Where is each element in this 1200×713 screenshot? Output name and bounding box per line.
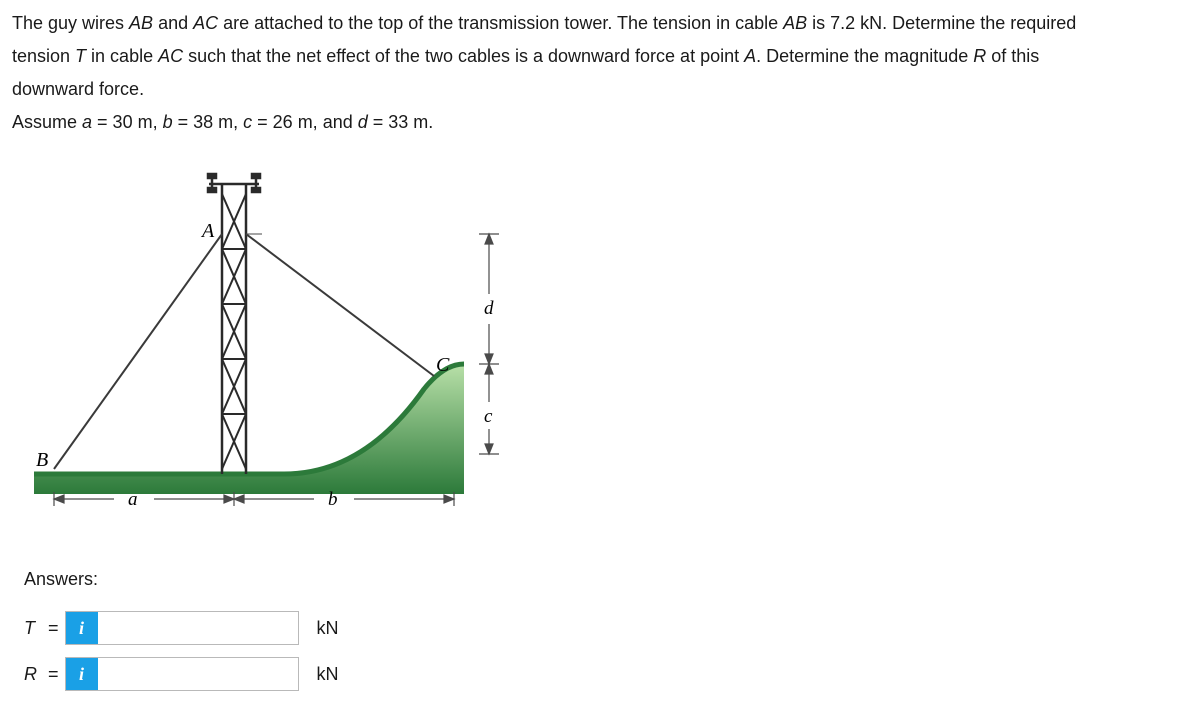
label-c-point: C	[436, 354, 450, 376]
var-r: R	[24, 661, 44, 688]
dim-b	[234, 492, 454, 506]
tower	[208, 174, 260, 474]
problem-statement-line3: downward force.	[12, 76, 1188, 103]
problem-statement-line1: The guy wires AB and AC are attached to …	[12, 10, 1188, 37]
answer-row-r: R = i kN	[24, 657, 1188, 691]
cable-ab	[54, 234, 222, 469]
input-wrap-r: i	[65, 657, 299, 691]
unit-t: kN	[317, 615, 339, 642]
var-t: T	[24, 615, 44, 642]
eq-sign: =	[48, 661, 59, 688]
problem-statement-line2: tension T in cable AC such that the net …	[12, 43, 1188, 70]
label-a: A	[200, 220, 215, 242]
info-icon[interactable]: i	[66, 658, 98, 690]
dim-a	[54, 492, 234, 506]
r-input[interactable]	[98, 658, 298, 690]
dim-b-label: b	[328, 489, 338, 510]
dim-d-label: d	[484, 298, 494, 319]
label-b: B	[36, 449, 48, 471]
answers-heading: Answers:	[24, 566, 1188, 593]
dim-a-label: a	[128, 489, 138, 510]
input-wrap-t: i	[65, 611, 299, 645]
figure: A B C a b d c	[24, 154, 1188, 542]
cable-ac	[246, 234, 434, 376]
unit-r: kN	[317, 661, 339, 688]
answer-row-t: T = i kN	[24, 611, 1188, 645]
dim-c-label: c	[484, 406, 493, 427]
info-icon[interactable]: i	[66, 612, 98, 644]
assumption-line: Assume a = 30 m, b = 38 m, c = 26 m, and…	[12, 109, 1188, 136]
eq-sign: =	[48, 615, 59, 642]
t-input[interactable]	[98, 612, 298, 644]
